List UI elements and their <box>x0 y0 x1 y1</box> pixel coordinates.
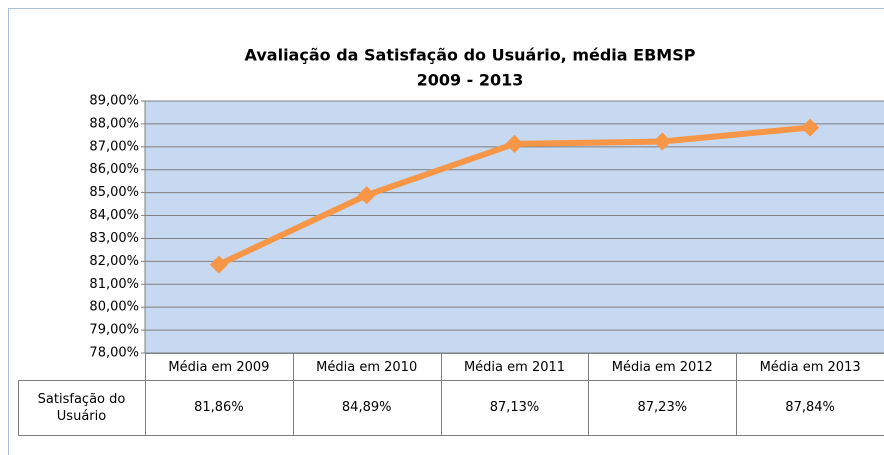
y-tick-label: 83,00% <box>89 231 139 246</box>
y-tick-label: 82,00% <box>89 254 139 269</box>
marker <box>357 186 376 205</box>
data-label: 81,86% <box>194 400 244 415</box>
marker <box>209 255 228 274</box>
marker <box>801 118 820 137</box>
y-tick-label: 89,00% <box>89 94 139 109</box>
y-tick-label: 88,00% <box>89 116 139 131</box>
data-label: 87,23% <box>638 400 688 415</box>
y-tick-label: 80,00% <box>89 300 139 315</box>
x-tick-label: Média em 2013 <box>760 360 861 375</box>
chart-subtitle: 2009 - 2013 <box>417 71 524 90</box>
data-label: 87,13% <box>490 400 540 415</box>
legend-cell: Satisfação do Usuário <box>37 391 126 424</box>
data-label: 87,84% <box>785 400 835 415</box>
x-tick-label: Média em 2010 <box>316 360 417 375</box>
x-tick-label: Média em 2009 <box>168 360 269 375</box>
y-tick-label: 81,00% <box>89 277 139 292</box>
y-tick-label: 87,00% <box>89 139 139 154</box>
y-tick-label: 85,00% <box>89 185 139 200</box>
chart-title: Avaliação da Satisfação do Usuário, médi… <box>245 46 696 65</box>
y-tick-label: 84,00% <box>89 208 139 223</box>
x-tick-label: Média em 2011 <box>464 360 565 375</box>
y-tick-label: 86,00% <box>89 162 139 177</box>
data-label: 84,89% <box>342 400 392 415</box>
y-tick-label: 79,00% <box>89 323 139 338</box>
marker <box>505 134 524 153</box>
legend-entry: Satisfação do Usuário <box>37 391 126 424</box>
y-tick-label: 78,00% <box>89 346 139 361</box>
x-tick-label: Média em 2012 <box>612 360 713 375</box>
marker <box>653 132 672 151</box>
